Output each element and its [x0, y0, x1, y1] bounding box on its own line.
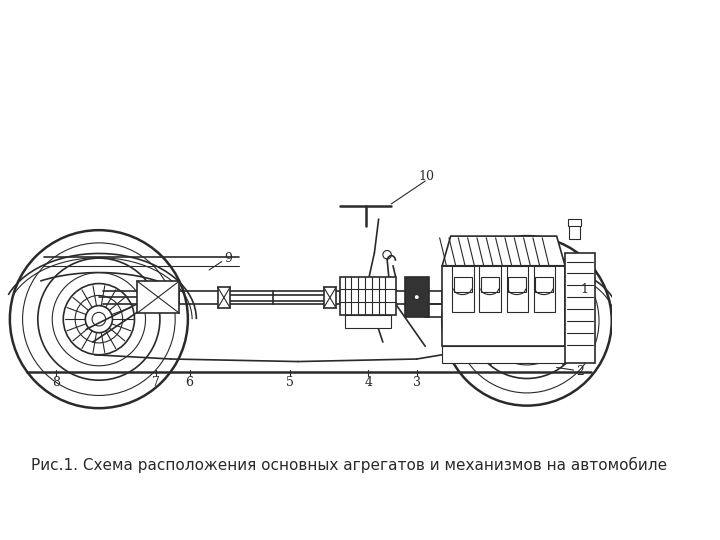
Bar	[570, 224, 580, 239]
Bar	[323, 287, 336, 308]
Bar	[536, 277, 553, 292]
Text: 1: 1	[580, 283, 589, 296]
Text: 3: 3	[413, 376, 420, 389]
Circle shape	[383, 251, 392, 259]
Text: 5: 5	[286, 376, 294, 389]
Text: 9: 9	[225, 252, 233, 265]
Bar	[508, 277, 526, 292]
Polygon shape	[442, 236, 565, 266]
Text: Рис.1. Схема расположения основных агрегатов и механизмов на автомобиле: Рис.1. Схема расположения основных агрег…	[31, 457, 667, 473]
Circle shape	[414, 295, 419, 300]
Bar	[565, 253, 595, 363]
Text: 2: 2	[577, 365, 585, 378]
Text: 4: 4	[364, 376, 372, 389]
Text: 10: 10	[419, 170, 435, 183]
Bar	[567, 219, 581, 226]
Bar	[534, 266, 555, 312]
Bar	[442, 266, 565, 346]
Text: 6: 6	[186, 376, 194, 389]
Bar	[405, 277, 428, 318]
Bar	[341, 277, 395, 315]
Bar	[480, 266, 500, 312]
Bar	[217, 287, 230, 308]
Bar	[452, 266, 474, 312]
Text: 8: 8	[53, 376, 60, 389]
Bar	[507, 266, 528, 312]
Text: 7: 7	[152, 376, 160, 389]
Bar	[481, 277, 499, 292]
Bar	[345, 315, 392, 328]
Bar	[454, 277, 472, 292]
Bar	[442, 346, 565, 363]
Circle shape	[523, 316, 531, 325]
Bar	[137, 281, 179, 313]
